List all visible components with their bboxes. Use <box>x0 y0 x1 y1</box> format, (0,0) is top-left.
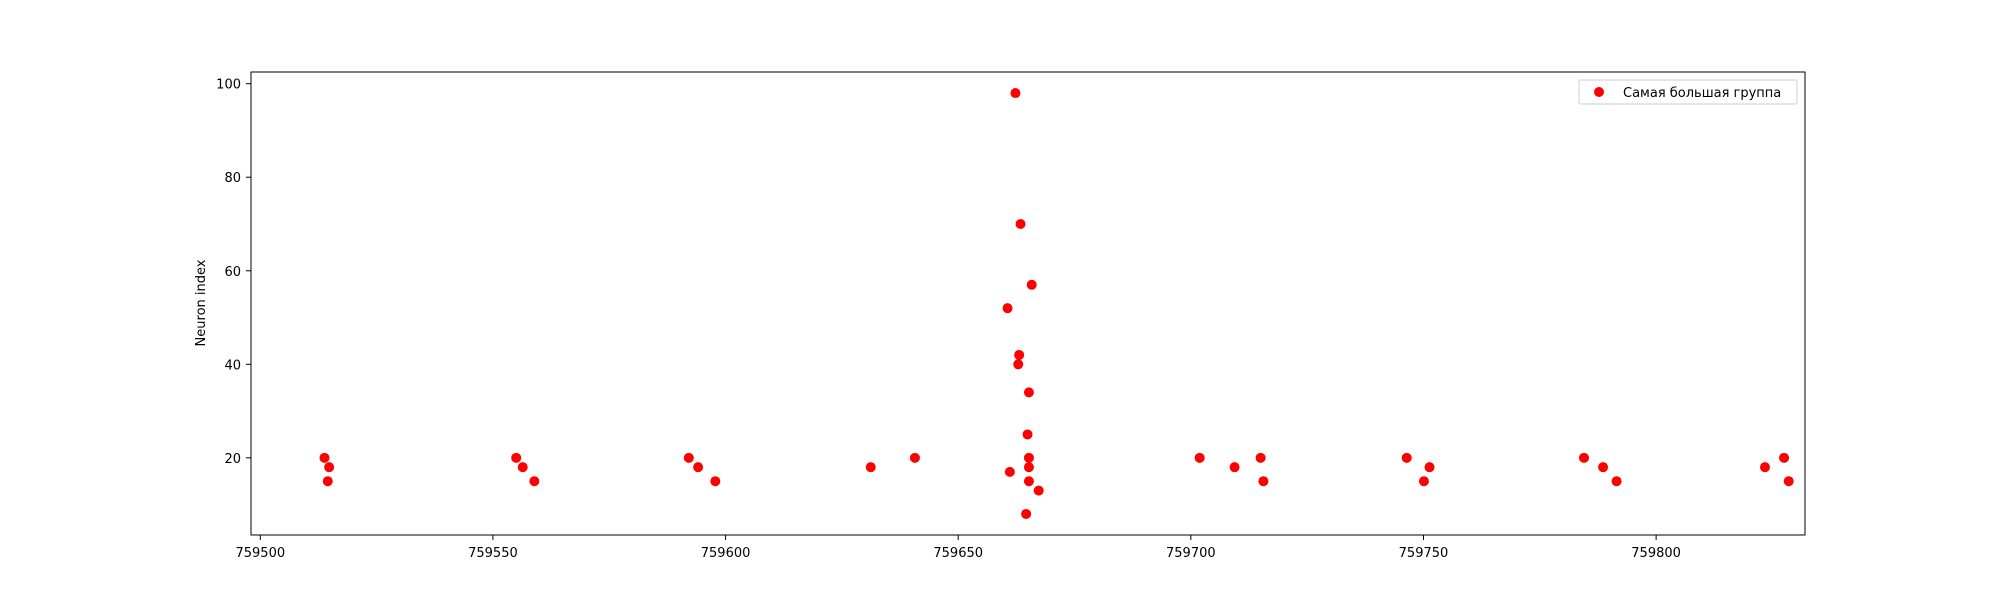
data-point <box>1401 452 1412 463</box>
axis-ticks: 759500 759550 759600 759650 759700 759750 7598… <box>216 78 1681 561</box>
plot-frame <box>250 71 1806 536</box>
data-point <box>1021 508 1032 519</box>
data-point <box>865 462 876 473</box>
legend-label: Самая большая группа <box>1623 86 1781 101</box>
data-point <box>909 452 920 463</box>
y-tick-label: 60 <box>224 265 241 280</box>
data-point <box>1026 279 1037 290</box>
x-tick-label: 759550 <box>468 546 518 561</box>
data-point <box>1023 462 1034 473</box>
data-point <box>1002 303 1013 314</box>
data-point <box>511 452 522 463</box>
data-point <box>1023 452 1034 463</box>
data-point <box>1015 218 1026 229</box>
data-point <box>529 476 540 487</box>
data-point <box>517 462 528 473</box>
legend: Самая большая группа <box>1578 79 1798 105</box>
data-point <box>1258 476 1269 487</box>
legend-marker <box>1594 87 1604 97</box>
y-tick-label: 20 <box>224 452 241 467</box>
data-point <box>1779 452 1790 463</box>
data-point <box>1255 452 1266 463</box>
data-point <box>324 462 335 473</box>
x-tick-label: 759700 <box>1166 546 1216 561</box>
x-tick-label: 759750 <box>1399 546 1449 561</box>
data-point <box>1759 462 1770 473</box>
y-tick-label: 80 <box>224 171 241 186</box>
data-point <box>683 452 694 463</box>
legend-box <box>1578 79 1798 105</box>
data-point <box>1023 387 1034 398</box>
data-point <box>1598 462 1609 473</box>
data-point <box>1424 462 1435 473</box>
data-point <box>1014 349 1025 360</box>
data-point <box>1578 452 1589 463</box>
data-point <box>1023 476 1034 487</box>
data-point <box>1418 476 1429 487</box>
data-point <box>1013 359 1024 370</box>
data-point <box>1010 88 1021 99</box>
data-point <box>1611 476 1622 487</box>
x-tick-label: 759800 <box>1631 546 1681 561</box>
x-tick-label: 759650 <box>933 546 983 561</box>
x-tick-label: 759600 <box>701 546 751 561</box>
data-point <box>710 476 721 487</box>
data-point <box>1033 485 1044 496</box>
data-point <box>319 452 330 463</box>
data-points <box>319 88 1794 519</box>
y-tick-label: 40 <box>224 358 241 373</box>
data-point <box>1783 476 1794 487</box>
data-point <box>322 476 333 487</box>
data-point <box>693 462 704 473</box>
data-point <box>1022 429 1033 440</box>
data-point <box>1229 462 1240 473</box>
data-point <box>1194 452 1205 463</box>
y-axis-label: Neuron index <box>194 259 209 346</box>
y-tick-label: 100 <box>216 78 241 93</box>
data-point <box>1004 466 1015 477</box>
x-tick-label: 759500 <box>235 546 285 561</box>
